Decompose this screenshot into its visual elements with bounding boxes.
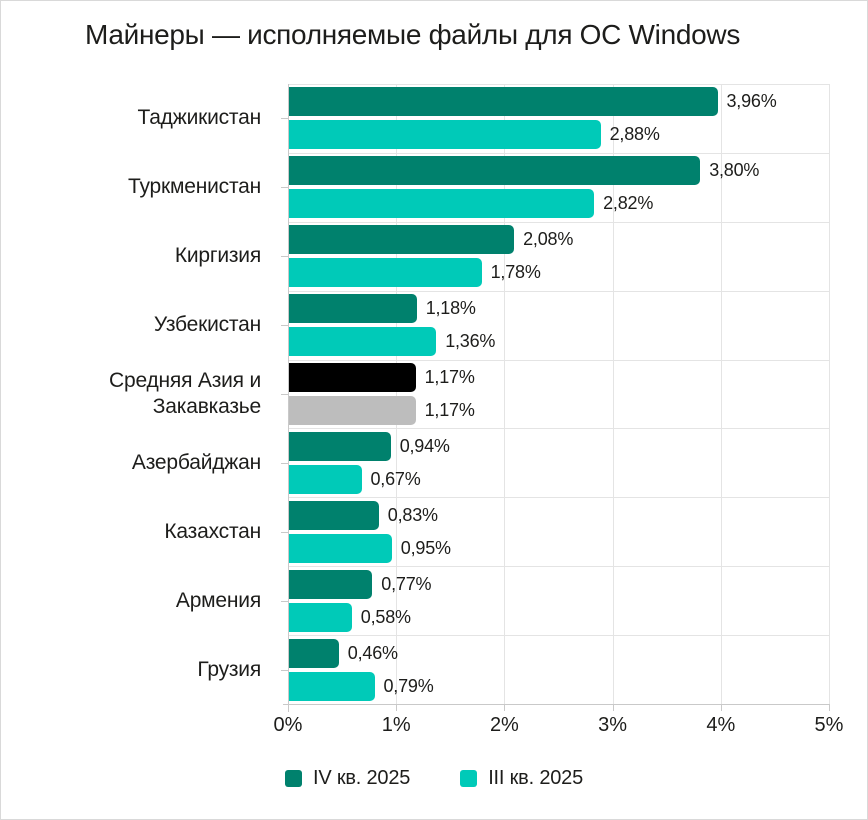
bar-value-label: 0,67% <box>370 468 421 489</box>
x-axis-tick <box>720 704 722 711</box>
y-axis-tick <box>281 394 288 395</box>
category-label: Узбекистан <box>153 313 261 337</box>
gridline-horizontal <box>288 566 829 568</box>
bar-value-label: 2,08% <box>523 229 574 250</box>
x-tick-label: 2% <box>489 714 519 736</box>
category-label: Таджикистан <box>137 106 262 130</box>
legend-label: III кв. 2025 <box>488 767 584 789</box>
bar-q4-2025 <box>289 294 417 324</box>
gridline-horizontal <box>288 84 829 85</box>
bar-value-label: 2,88% <box>609 124 660 145</box>
category-label: Армения <box>175 588 261 612</box>
x-tick-label: 1% <box>381 714 411 736</box>
bar-value-label: 0,83% <box>387 504 438 525</box>
x-axis-tick <box>612 704 614 711</box>
bar-value-label: 1,18% <box>425 298 476 319</box>
bar-value-label: 1,78% <box>490 262 541 283</box>
bar-q4-2025 <box>289 225 515 255</box>
bar-q3-2025 <box>289 327 437 357</box>
bar-value-label: 1,17% <box>424 400 475 420</box>
x-tick-label: 0% <box>273 714 303 736</box>
gridline-horizontal <box>288 428 829 430</box>
bar-value-label: 0,79% <box>383 675 434 696</box>
bar-q4-2025 <box>289 569 373 599</box>
gridline-vertical <box>720 84 722 704</box>
bar-value-label: 3,80% <box>709 160 760 181</box>
gridline-horizontal <box>288 290 829 292</box>
bar-value-label: 0,58% <box>360 606 411 627</box>
bar-q4-2025 <box>289 638 339 668</box>
bar-q3-2025 <box>289 189 595 219</box>
bar-q4-2025 <box>289 500 379 530</box>
x-axis-tick <box>829 704 830 711</box>
y-axis-line <box>288 84 289 712</box>
bar-q3-2025 <box>289 396 416 425</box>
category-label: Казахстан <box>164 519 261 543</box>
y-axis-tick <box>281 187 288 189</box>
x-tick-label: 3% <box>598 714 628 736</box>
gridline-vertical <box>396 84 398 704</box>
bar-q3-2025 <box>289 120 601 150</box>
gridline-vertical <box>504 84 506 704</box>
gridline-horizontal <box>288 152 829 154</box>
y-axis-tick <box>281 669 288 671</box>
y-axis-tick <box>281 531 288 533</box>
category-label: Средняя Азия и Закавказье <box>109 369 261 419</box>
bar-q3-2025 <box>289 258 482 288</box>
category-label: Азербайджан <box>131 450 261 474</box>
x-tick-label: 4% <box>706 714 736 736</box>
bar-q4-2025 <box>289 431 391 461</box>
y-axis-tick <box>281 462 288 464</box>
y-axis-tick <box>281 600 288 602</box>
legend-item: IV кв. 2025 <box>284 767 411 790</box>
legend-item: III кв. 2025 <box>460 767 583 790</box>
y-axis-tick <box>281 256 288 258</box>
gridline-vertical <box>829 84 830 704</box>
bar-value-label: 1,36% <box>445 331 496 352</box>
gridline-horizontal <box>288 221 829 223</box>
legend-swatch <box>284 770 302 787</box>
chart-legend: IV кв. 2025 III кв. 2025 <box>1 767 867 790</box>
bar-value-label: 2,82% <box>603 193 654 214</box>
bar-value-label: 3,96% <box>726 91 777 112</box>
gridline-horizontal <box>288 497 829 499</box>
bar-q4-2025 <box>289 363 416 392</box>
legend-swatch <box>460 770 478 787</box>
bar-q4-2025 <box>289 87 718 117</box>
bar-value-label: 0,95% <box>400 537 451 558</box>
bar-q3-2025 <box>289 671 375 701</box>
bar-value-label: 0,77% <box>381 573 432 594</box>
gridline-horizontal <box>288 359 829 361</box>
gridline-horizontal <box>288 635 829 637</box>
bar-value-label: 0,46% <box>347 642 398 663</box>
legend-label: IV кв. 2025 <box>312 767 411 789</box>
x-tick-label: 5% <box>814 714 844 736</box>
category-label: Грузия <box>197 657 261 681</box>
y-axis-tick <box>281 118 288 120</box>
bar-value-label: 0,94% <box>399 435 450 456</box>
x-axis-tick <box>396 704 398 711</box>
bar-value-label: 1,17% <box>424 367 475 387</box>
category-label: Туркменистан <box>128 175 261 199</box>
bar-q3-2025 <box>289 464 362 494</box>
y-axis-tick <box>281 325 288 327</box>
gridline-vertical <box>612 84 614 704</box>
chart-title: Майнеры — исполняемые файлы для ОС Windo… <box>85 19 741 50</box>
x-axis-line <box>283 704 830 705</box>
x-axis-tick <box>504 704 506 711</box>
bar-q3-2025 <box>289 602 352 632</box>
category-label: Киргизия <box>174 244 261 268</box>
bar-q3-2025 <box>289 533 392 563</box>
bar-q4-2025 <box>289 156 701 186</box>
